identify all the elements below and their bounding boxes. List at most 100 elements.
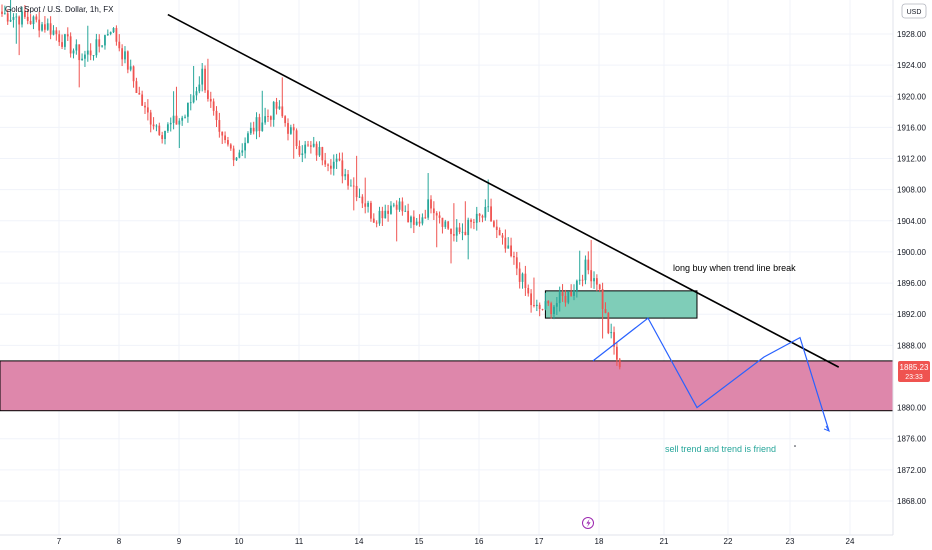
candle-body xyxy=(444,221,447,227)
candle-body xyxy=(341,160,344,177)
candle-body xyxy=(255,117,258,132)
y-tick-label: 1876.00 xyxy=(897,435,926,444)
last-price-tag: 1885.23 23:33 xyxy=(898,361,930,382)
candle-body xyxy=(593,278,595,282)
candle-body xyxy=(327,164,329,166)
x-tick-label: 21 xyxy=(660,537,669,546)
drawings xyxy=(167,13,840,432)
candle-body xyxy=(212,101,215,111)
price-tag-background xyxy=(898,361,930,382)
candle-body xyxy=(44,24,46,30)
candle-body xyxy=(218,120,221,132)
candle-body xyxy=(415,221,418,225)
candle-body xyxy=(195,91,198,96)
symbol-title: Gold Spot / U.S. Dollar, 1h, FX xyxy=(5,5,114,14)
candle-body xyxy=(289,127,292,134)
candle-body xyxy=(278,106,281,109)
candle-body xyxy=(229,144,232,149)
y-tick-label: 1888.00 xyxy=(897,341,926,350)
x-tick-label: 22 xyxy=(724,537,733,546)
candle-body xyxy=(561,292,564,296)
event-flag-icon[interactable] xyxy=(582,517,594,529)
candle-body xyxy=(564,295,567,303)
candle-body xyxy=(32,16,35,25)
candle-body xyxy=(578,279,581,281)
candle-body xyxy=(3,13,6,15)
candle-body xyxy=(12,17,15,20)
currency-button[interactable]: USD xyxy=(901,3,927,19)
candle-body xyxy=(467,219,470,236)
candle-body xyxy=(23,11,26,17)
candle-body xyxy=(398,201,401,210)
candle-body xyxy=(6,13,9,22)
candle-body xyxy=(555,303,558,307)
y-tick-label: 1912.00 xyxy=(897,155,926,164)
candle-body xyxy=(281,106,284,117)
time-axis[interactable]: 7 8 9 10 11 14 15 16 17 18 21 22 23 24 xyxy=(0,534,893,546)
candle-body xyxy=(550,303,553,315)
sell-note: sell trend and trend is friend xyxy=(665,444,776,454)
candle-body xyxy=(172,115,175,123)
x-tick-label: 17 xyxy=(535,537,544,546)
candle-body xyxy=(247,133,249,143)
candles xyxy=(1,0,621,370)
candle-body xyxy=(544,301,547,310)
trend-line xyxy=(167,13,840,368)
candle-body xyxy=(404,210,407,212)
candle-body xyxy=(169,122,172,125)
candle-body xyxy=(375,222,378,224)
candle-body xyxy=(269,116,272,120)
y-tick-label: 1916.00 xyxy=(897,123,926,132)
candle-body xyxy=(567,291,570,303)
candle-body xyxy=(575,280,578,291)
candle-body xyxy=(18,16,21,25)
candle-body xyxy=(364,203,367,207)
x-tick-label: 14 xyxy=(355,537,364,546)
candle-body xyxy=(178,120,181,125)
candle-body xyxy=(198,84,201,92)
candle-body xyxy=(35,16,38,20)
x-tick-label: 23 xyxy=(786,537,795,546)
candle-body xyxy=(493,221,495,227)
candle-body xyxy=(581,279,584,281)
candle-body xyxy=(232,148,235,161)
candle-body xyxy=(355,185,358,198)
candle-body xyxy=(112,28,115,33)
candle-body xyxy=(301,153,304,156)
candle-body xyxy=(132,66,135,82)
currency-label: USD xyxy=(907,9,922,16)
candle-body xyxy=(598,284,601,290)
candle-body xyxy=(610,332,613,334)
price-axis-background xyxy=(893,0,932,535)
candle-body xyxy=(252,127,255,132)
x-tick-labels: 7 8 9 10 11 14 15 16 17 18 21 22 23 24 xyxy=(57,537,855,546)
candle-body xyxy=(541,308,544,310)
candle-body xyxy=(418,221,421,224)
candle-body xyxy=(407,210,410,223)
x-tick-label: 9 xyxy=(177,537,182,546)
candle-body xyxy=(412,216,415,225)
y-tick-labels: 1928.00 1924.00 1920.00 1916.00 1912.00 1908.… xyxy=(897,30,926,506)
candle-body xyxy=(261,122,264,131)
candle-body xyxy=(361,196,364,204)
candle-body xyxy=(321,147,324,161)
x-tick-label: 24 xyxy=(846,537,855,546)
candle-body xyxy=(590,270,593,282)
candle-body xyxy=(573,290,575,296)
candle-body xyxy=(292,127,295,131)
candle-body xyxy=(521,273,524,282)
candle-body xyxy=(524,273,527,288)
y-tick-label: 1924.00 xyxy=(897,61,926,70)
candle-body xyxy=(450,228,452,235)
price-axis[interactable]: 1928.00 1924.00 1920.00 1916.00 1912.00 1908.… xyxy=(892,0,932,535)
candle-body xyxy=(618,359,621,368)
price-tag-value: 1885.23 xyxy=(900,363,929,372)
candle-body xyxy=(124,51,126,60)
candle-body xyxy=(390,205,392,214)
candle-body xyxy=(558,292,561,304)
candle-body xyxy=(121,48,124,60)
x-tick-label: 7 xyxy=(57,537,62,546)
candle-body xyxy=(164,130,166,140)
candle-body xyxy=(152,124,155,127)
